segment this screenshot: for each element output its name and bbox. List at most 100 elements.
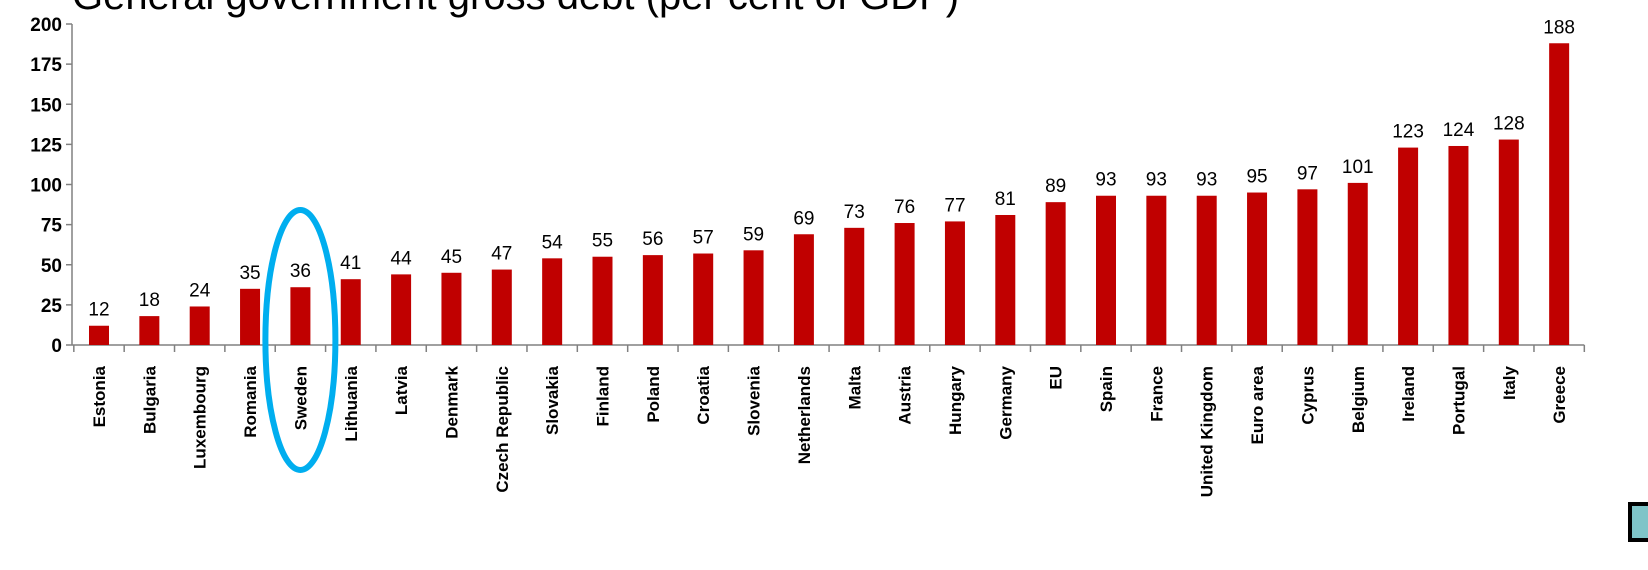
y-tick-label: 0 [51, 336, 62, 357]
bar [793, 234, 814, 345]
data-label: 56 [642, 229, 663, 250]
bar [1146, 195, 1167, 345]
data-label: 12 [88, 300, 109, 321]
category-label: Denmark [442, 365, 461, 438]
bar [894, 223, 915, 345]
bar [441, 272, 462, 345]
y-tick-label: 50 [41, 256, 62, 277]
category-label: Euro area [1248, 365, 1267, 444]
data-label: 35 [239, 263, 260, 284]
data-label: 128 [1493, 114, 1525, 135]
data-label: 93 [1146, 170, 1167, 191]
data-label: 97 [1297, 163, 1318, 184]
data-label: 101 [1342, 157, 1374, 178]
data-label: 76 [894, 197, 915, 218]
category-label: Latvia [392, 365, 411, 415]
data-label: 77 [944, 195, 965, 216]
data-label: 69 [793, 208, 814, 229]
bar [1196, 195, 1217, 345]
category-label: Belgium [1349, 366, 1368, 433]
category-label: Lithuania [342, 365, 361, 441]
y-tick-label: 175 [30, 55, 62, 76]
bar [189, 306, 210, 345]
bar [693, 253, 714, 345]
category-label: France [1147, 366, 1166, 422]
data-label: 41 [340, 253, 361, 274]
data-label: 123 [1392, 122, 1424, 143]
data-label: 93 [1095, 170, 1116, 191]
category-label: Portugal [1449, 366, 1468, 435]
highlight-ellipse [262, 207, 339, 473]
bar [642, 255, 663, 345]
bar [1448, 145, 1469, 345]
y-tick-label: 25 [41, 296, 63, 317]
y-tick-label: 75 [41, 216, 63, 237]
category-label: Poland [644, 366, 663, 423]
category-label: Estonia [90, 365, 109, 427]
y-tick-label: 125 [30, 135, 62, 156]
bar [391, 274, 412, 345]
bar [1297, 189, 1318, 345]
data-label: 45 [441, 247, 462, 268]
category-label: Netherlands [795, 366, 814, 464]
category-label: Italy [1500, 365, 1519, 400]
category-label: Sweden [291, 366, 310, 430]
category-label: Cyprus [1298, 366, 1317, 425]
bar [139, 316, 160, 345]
category-label: Croatia [694, 365, 713, 424]
category-label: Czech Republic [493, 366, 512, 493]
category-label: Slovenia [745, 365, 764, 435]
category-label: Greece [1550, 366, 1569, 424]
category-label: Slovakia [543, 365, 562, 435]
y-tick-label: 150 [30, 95, 62, 116]
bar [290, 287, 311, 345]
data-label: 36 [290, 261, 311, 282]
category-label: Romania [241, 365, 260, 437]
data-label: 24 [189, 280, 211, 301]
category-label: United Kingdom [1198, 366, 1217, 497]
chart-title: General government gross debt (per cent … [72, 0, 959, 19]
bar [1549, 43, 1570, 345]
category-label: EU [1047, 366, 1066, 390]
bar [995, 214, 1016, 345]
corner-widget [1628, 502, 1648, 542]
data-label: 89 [1045, 176, 1066, 197]
category-label: Ireland [1399, 366, 1418, 422]
bar [491, 269, 512, 345]
bar [844, 227, 865, 345]
category-label: Hungary [946, 365, 965, 435]
bar [1096, 195, 1116, 345]
bar [1398, 147, 1419, 345]
category-label: Luxembourg [191, 366, 210, 469]
data-label: 18 [139, 290, 160, 311]
data-label: 95 [1246, 167, 1267, 188]
data-label: 73 [844, 202, 865, 223]
category-label: Malta [845, 365, 864, 409]
data-label: 55 [592, 231, 613, 252]
data-label: 44 [391, 248, 413, 269]
bar [542, 258, 563, 345]
data-label: 59 [743, 224, 764, 245]
category-label: Finland [594, 366, 613, 426]
bar [1045, 202, 1066, 345]
category-label: Austria [896, 365, 915, 424]
category-label: Germany [996, 365, 1015, 439]
bar [743, 250, 764, 345]
data-label: 124 [1443, 120, 1475, 141]
data-label: 47 [491, 244, 512, 265]
data-label: 54 [542, 232, 564, 253]
bar [944, 221, 965, 345]
y-tick-label: 100 [30, 176, 62, 197]
category-label: Spain [1097, 366, 1116, 412]
bar [240, 288, 261, 345]
data-label: 57 [693, 228, 714, 249]
bar [1247, 192, 1268, 345]
bar [592, 256, 613, 345]
bar [1347, 182, 1368, 345]
bar [1498, 139, 1519, 345]
category-label: Bulgaria [140, 365, 159, 434]
bar [89, 325, 109, 345]
bar [340, 279, 361, 345]
data-label: 81 [995, 189, 1016, 210]
